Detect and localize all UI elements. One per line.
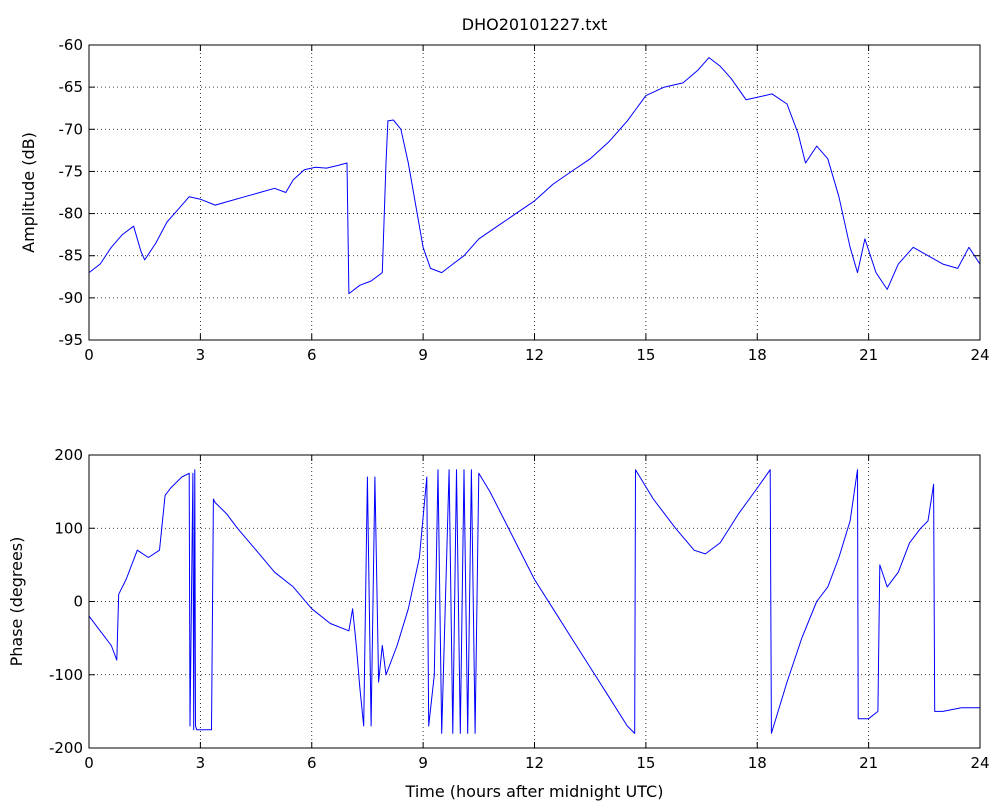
phase-plot-area bbox=[89, 455, 980, 748]
x-tick-label: 18 bbox=[748, 346, 767, 364]
phase-series bbox=[88, 469, 980, 734]
series-line bbox=[88, 57, 981, 295]
x-tick-label: 15 bbox=[636, 346, 655, 364]
chart-title: DHO20101227.txt bbox=[462, 15, 607, 34]
x-tick-label: 9 bbox=[418, 754, 428, 772]
phase-panel: 0 3 6 9 12 15 18 21 24 -200 -100 0 100 200 Time (hou… bbox=[7, 446, 990, 801]
amplitude-series bbox=[88, 57, 981, 295]
y-tick-label: -75 bbox=[59, 162, 84, 180]
amplitude-x-tick-labels: 0 3 6 9 12 15 18 21 24 bbox=[84, 346, 989, 364]
y-tick-label: -65 bbox=[59, 78, 84, 96]
y-tick-label: -95 bbox=[59, 331, 84, 349]
phase-x-tick-labels: 0 3 6 9 12 15 18 21 24 bbox=[84, 754, 989, 772]
x-tick-label: 24 bbox=[970, 754, 989, 772]
y-tick-label: -85 bbox=[59, 247, 84, 265]
amplitude-ticks bbox=[88, 44, 981, 341]
amplitude-grid bbox=[89, 45, 980, 340]
series-line bbox=[88, 469, 980, 734]
y-tick-label: -60 bbox=[59, 36, 84, 54]
y-tick-label: -80 bbox=[59, 205, 84, 223]
phase-y-axis-label: Phase (degrees) bbox=[7, 537, 26, 667]
y-tick-label: 100 bbox=[54, 519, 83, 537]
x-tick-label: 6 bbox=[307, 754, 317, 772]
phase-x-axis-label: Time (hours after midnight UTC) bbox=[405, 782, 664, 801]
y-tick-label: -70 bbox=[59, 120, 84, 138]
y-tick-label: 0 bbox=[73, 593, 83, 611]
x-tick-label: 0 bbox=[84, 754, 94, 772]
x-tick-label: 0 bbox=[84, 346, 94, 364]
x-tick-label: 3 bbox=[196, 346, 206, 364]
x-tick-label: 21 bbox=[859, 754, 878, 772]
x-tick-label: 6 bbox=[307, 346, 317, 364]
x-tick-label: 9 bbox=[418, 346, 428, 364]
y-tick-label: -100 bbox=[49, 666, 83, 684]
x-tick-label: 18 bbox=[748, 754, 767, 772]
y-tick-label: -200 bbox=[49, 739, 83, 757]
phase-ticks bbox=[88, 454, 981, 749]
x-tick-label: 24 bbox=[970, 346, 989, 364]
y-tick-label: 200 bbox=[54, 446, 83, 464]
x-tick-label: 12 bbox=[525, 346, 544, 364]
x-tick-label: 12 bbox=[525, 754, 544, 772]
amplitude-panel: 0 3 6 9 12 15 18 21 24 -95-90-85-80-75-70-65-60 … bbox=[19, 15, 990, 364]
phase-y-tick-labels: -200 -100 0 100 200 bbox=[49, 446, 83, 757]
amplitude-y-tick-labels: -95 -90 -85 -80 -75 -70 -65 -60 bbox=[59, 36, 84, 349]
y-tick-label: -90 bbox=[59, 289, 84, 307]
amplitude-plot-area bbox=[89, 45, 980, 340]
amplitude-y-axis-label: Amplitude (dB) bbox=[19, 132, 38, 253]
x-tick-label: 15 bbox=[636, 754, 655, 772]
x-tick-label: 3 bbox=[196, 754, 206, 772]
x-tick-label: 21 bbox=[859, 346, 878, 364]
